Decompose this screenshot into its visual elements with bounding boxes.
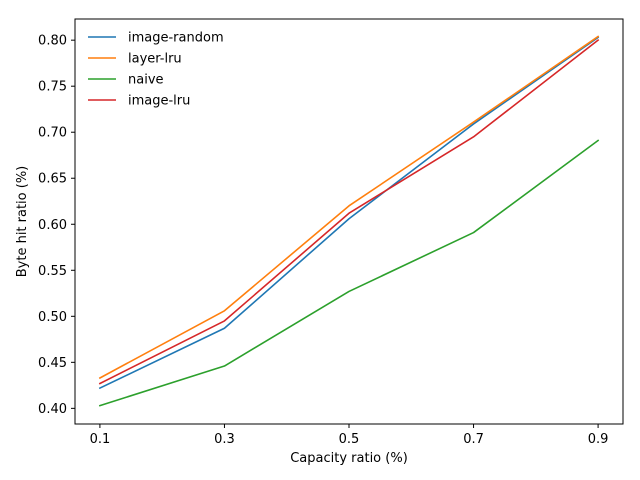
y-tick-label: 0.70 (38, 126, 67, 141)
y-tick-label: 0.60 (38, 218, 67, 233)
y-tick-label: 0.45 (38, 356, 67, 371)
series-line-naive (98, 139, 600, 407)
y-tick-label: 0.40 (38, 402, 67, 417)
x-tick-label: 0.3 (214, 432, 235, 447)
y-tick-label: 0.80 (38, 34, 67, 49)
plot-lines (98, 35, 600, 407)
y-tick-label: 0.50 (38, 310, 67, 325)
x-tick-label: 0.5 (339, 432, 360, 447)
y-axis-title: Byte hit ratio (%) (15, 166, 30, 278)
series-line-image-lru (98, 39, 600, 385)
x-tick-label: 0.9 (588, 432, 609, 447)
x-axis-ticks: 0.1 0.3 0.5 0.7 0.9 (90, 424, 609, 447)
legend-label-image-random: image-random (128, 31, 224, 46)
legend-label-layer-lru: layer-lru (128, 52, 182, 67)
legend-label-image-lru: image-lru (128, 94, 190, 109)
x-tick-label: 0.7 (463, 432, 484, 447)
legend-label-naive: naive (128, 73, 164, 88)
y-tick-label: 0.75 (38, 80, 67, 95)
series-line-layer-lru (98, 35, 600, 380)
x-tick-label: 0.1 (90, 432, 111, 447)
series-line-image-random (98, 36, 600, 390)
legend: image-random layer-lru naive image-lru (88, 31, 224, 109)
x-axis-title: Capacity ratio (%) (290, 451, 408, 466)
y-tick-label: 0.65 (38, 172, 67, 187)
y-axis-ticks: 0.40 0.45 0.50 0.55 0.60 0.65 0.70 0.75 0.80 (38, 34, 75, 417)
y-tick-label: 0.55 (38, 264, 67, 279)
